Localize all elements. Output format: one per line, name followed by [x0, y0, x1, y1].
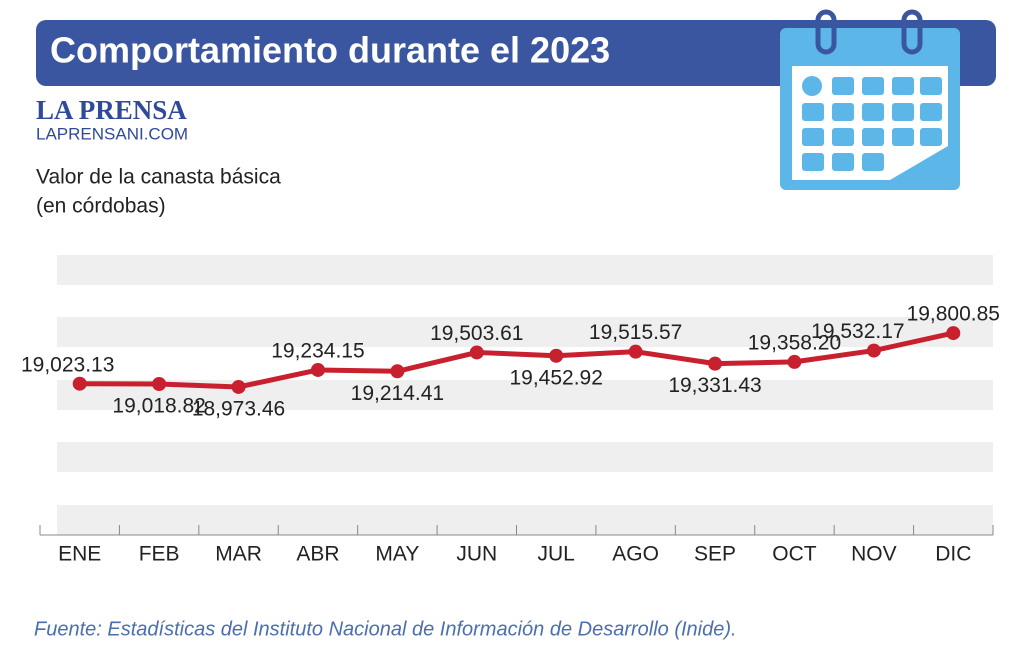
x-tick-label: OCT [772, 543, 817, 566]
data-label: 19,503.61 [430, 322, 523, 345]
point [152, 377, 167, 392]
subtitle: (en córdobas) [36, 195, 166, 218]
point [231, 379, 246, 394]
data-label: 19,532.17 [811, 320, 904, 343]
x-tick-label: AGO [612, 543, 659, 566]
data-label: 19,023.13 [21, 353, 114, 376]
title-bar [36, 20, 996, 86]
data-label: 19,214.41 [351, 382, 444, 405]
data-label: 19,358.20 [748, 331, 841, 354]
point [469, 345, 484, 360]
point [946, 326, 961, 341]
data-label: 19,800.85 [907, 303, 1000, 326]
data-label: 19,515.57 [589, 321, 682, 344]
x-tick-label: MAY [375, 543, 419, 566]
x-tick-label: JUL [538, 543, 575, 566]
x-tick-label: MAR [215, 543, 262, 566]
point [628, 344, 643, 359]
calendar-icon [780, 9, 960, 190]
line [79, 330, 954, 390]
x-tick-label: FEB [139, 543, 180, 566]
point [390, 364, 405, 379]
data-label: 19,331.43 [668, 374, 761, 397]
bands [57, 255, 993, 535]
data-label: 18,973.46 [192, 398, 285, 421]
point [787, 354, 802, 369]
x-tick-label: DIC [935, 543, 971, 566]
data-label: 19,234.15 [271, 340, 364, 363]
x-tick-label: ENE [58, 543, 101, 566]
x-tick-label: NOV [851, 543, 897, 566]
data-label: 19,452.92 [509, 366, 602, 389]
point [708, 356, 723, 371]
x-tick-label: ABR [296, 543, 339, 566]
chart-title: Comportamiento durante el 2023 [50, 30, 610, 71]
point [310, 362, 325, 377]
logo-url: LAPRENSANI.COM [36, 124, 188, 143]
subtitle: Valor de la canasta básica [36, 166, 281, 189]
source: Fuente: Estadísticas del Instituto Nacio… [34, 618, 737, 640]
data-label: 19,018.82 [112, 395, 205, 418]
point [72, 376, 87, 391]
point [866, 343, 881, 358]
x-tick-label: JUN [456, 543, 497, 566]
x-tick-label: SEP [694, 543, 736, 566]
logo: LA PRENSA [36, 95, 187, 125]
point [549, 348, 564, 363]
